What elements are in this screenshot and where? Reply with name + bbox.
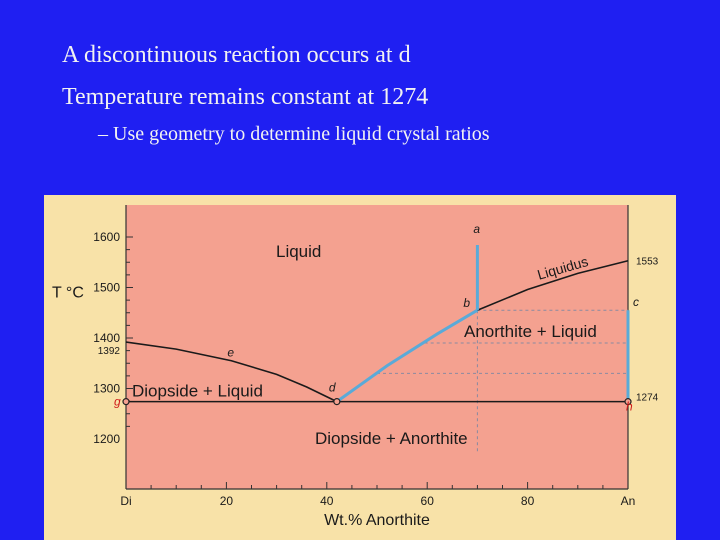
phase-diagram-panel: Di 20 40 60 80 An 1600 1500 1400 1300 1200 1392 1553… [44, 195, 676, 540]
x-tick-label: 40 [320, 494, 334, 508]
point-h-label: h [626, 400, 633, 414]
point-g-label: g [114, 395, 121, 409]
sub-bullet: – Use geometry to determine liquid cryst… [98, 123, 490, 145]
cooling-path-bd [335, 308, 479, 403]
point-e-label: e [227, 346, 234, 360]
x-tick-label: An [621, 494, 636, 508]
liquidus-temp-label: 1392 [98, 346, 121, 357]
point-a-label: a [473, 222, 480, 236]
x-axis-title: Wt.% Anorthite [324, 512, 430, 529]
point-h-marker [624, 398, 632, 406]
x-tick-label: 80 [521, 494, 535, 508]
phase-field-background [126, 205, 628, 489]
phase-diagram: Di 20 40 60 80 An 1600 1500 1400 1300 1200 1392 1553… [52, 205, 659, 529]
y-tick-label: 1500 [93, 281, 120, 295]
y-axis-title: T °C [52, 285, 84, 302]
x-tick-label: 60 [421, 494, 435, 508]
bullet-1: A discontinuous reaction occurs at d [62, 42, 411, 68]
anorthite-liquid-label: Anorthite + Liquid [464, 322, 597, 341]
point-g-marker [122, 398, 130, 406]
eutectic-temp-label: 1274 [636, 393, 659, 404]
y-tick-label: 1400 [93, 331, 120, 345]
point-b-label: b [463, 296, 470, 310]
y-tick-label: 1200 [93, 432, 120, 446]
liquidus-curve-diopside [125, 341, 338, 403]
diopside-liquid-label: Diopside + Liquid [132, 382, 263, 401]
x-tick-label: Di [120, 494, 131, 508]
point-c-label: c [633, 295, 639, 309]
bullet-2: Temperature remains constant at 1274 [62, 84, 429, 110]
point-d-marker [333, 398, 341, 406]
melting-point-label: 1553 [636, 257, 659, 268]
diopside-anorthite-label: Diopside + Anorthite [315, 429, 468, 448]
x-tick-label: 20 [220, 494, 234, 508]
y-tick-label: 1600 [93, 230, 120, 244]
liquid-field-label: Liquid [276, 242, 321, 261]
y-tick-label: 1300 [93, 382, 120, 396]
point-d-label: d [329, 381, 336, 395]
